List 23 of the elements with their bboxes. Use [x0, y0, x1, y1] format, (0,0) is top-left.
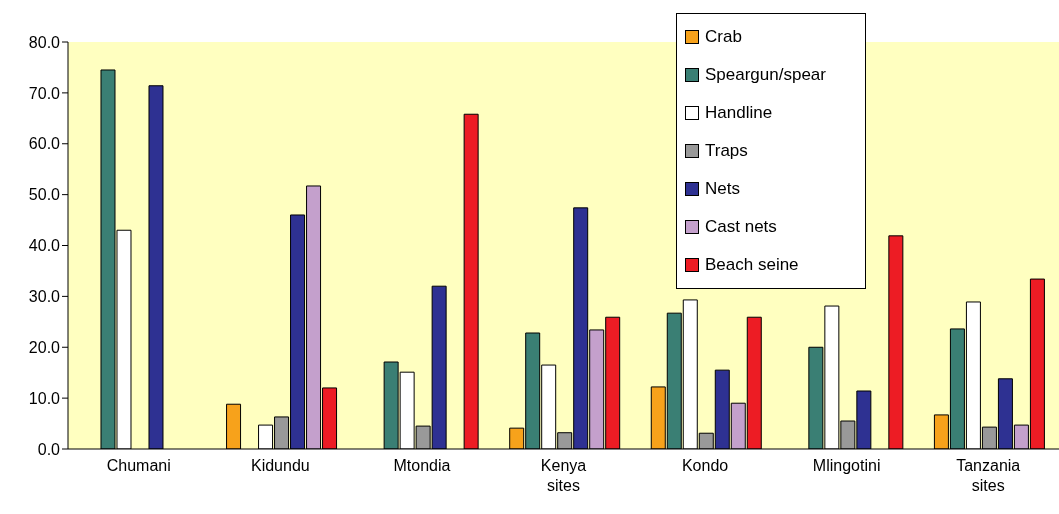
y-tick-label: 60.0 [28, 135, 61, 153]
x-tick-label: Chumani [106, 457, 171, 474]
x-tick-label: Kidundu [251, 457, 310, 474]
legend-label: Beach seine [705, 254, 799, 276]
y-tick-label: 30.0 [28, 288, 61, 306]
x-tick-label: Kondo [681, 457, 729, 474]
y-tick-label: 10.0 [28, 389, 61, 407]
legend-label: Crab [705, 26, 742, 48]
legend-label: Traps [705, 140, 748, 162]
y-tick-label: 0.0 [37, 440, 61, 458]
legend-label: Nets [705, 178, 740, 200]
x-tick-label: Mtondia [393, 457, 451, 474]
y-tick-label: 80.0 [28, 33, 61, 51]
x-tick-label: Mlingotini [812, 457, 881, 474]
x-tick-label: Kenya sites [540, 457, 587, 494]
y-tick-label: 20.0 [28, 338, 61, 356]
legend-label: Handline [705, 102, 773, 124]
x-tick-label: Tanzania sites [956, 457, 1021, 494]
y-tick-label: 50.0 [28, 186, 61, 204]
y-tick-label: 70.0 [28, 84, 61, 102]
y-tick-label: 40.0 [28, 237, 61, 255]
legend-label: Cast nets [705, 216, 777, 238]
legend-label: Speargun/spear [705, 64, 826, 86]
